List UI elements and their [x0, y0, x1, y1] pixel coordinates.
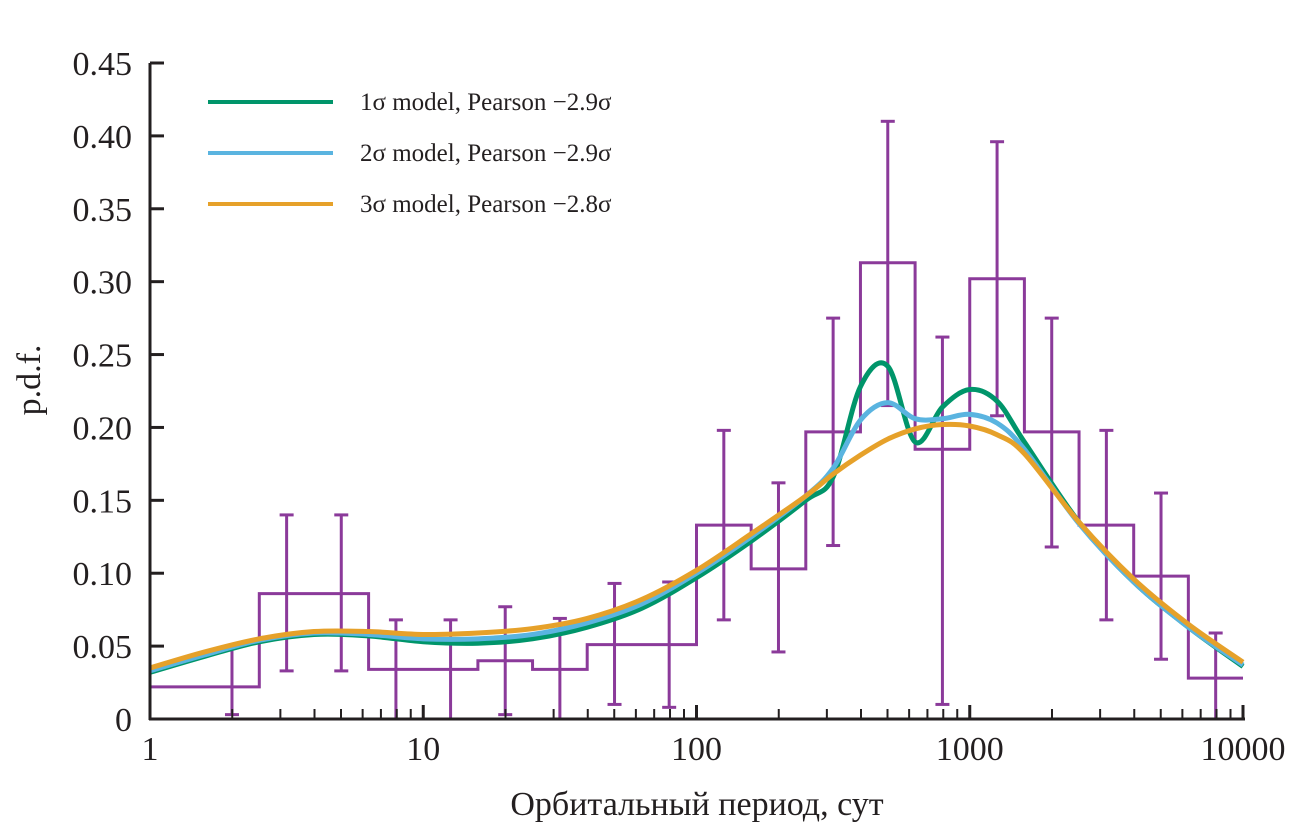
legend-item: 3σ model, Pearson −2.8σ [208, 191, 612, 218]
x-tick-label: 1 [142, 731, 159, 768]
x-tick-label: 10000 [1201, 731, 1286, 768]
y-tick-label: 0.35 [73, 192, 133, 229]
legend-item: 1σ model, Pearson −2.9σ [208, 89, 612, 116]
y-tick-label: 0.25 [73, 338, 133, 375]
error-bar [771, 481, 786, 654]
error-bar [716, 428, 731, 622]
model-curves-layer [149, 360, 1245, 675]
x-tick-label: 10 [406, 731, 440, 768]
x-ticks: 1 10 100 1000 10000 [142, 705, 1286, 768]
y-ticks: 0 0.05 0.10 0.15 0.20 0.25 0.30 0.35 0.40 0.45 [73, 46, 164, 739]
histogram-bin [259, 594, 368, 719]
error-bar [334, 513, 349, 673]
error-bar [1099, 428, 1114, 622]
y-tick-label: 0.40 [73, 119, 133, 156]
legend-item: 2σ model, Pearson −2.9σ [208, 140, 612, 167]
histogram-layer [150, 261, 1243, 719]
y-tick-label: 0.45 [73, 46, 133, 83]
error-bar [607, 581, 622, 706]
x-tick-label: 100 [671, 731, 722, 768]
legend: 1σ model, Pearson −2.9σ 2σ model, Pearson… [208, 89, 612, 218]
legend-label: 2σ model, Pearson −2.9σ [360, 140, 612, 167]
error-bar [990, 140, 1005, 418]
histogram-bin [150, 687, 259, 719]
x-axis-title: Орбитальный период, сут [510, 786, 883, 823]
error-bar [826, 316, 841, 548]
model-curve-3sigma [149, 421, 1245, 671]
y-tick-label: 0.10 [73, 556, 133, 593]
error-bar [1044, 316, 1059, 549]
y-tick-label: 0.30 [73, 265, 133, 302]
histogram-outline [150, 261, 1243, 689]
y-tick-label: 0.05 [73, 629, 133, 666]
x-tick-label: 1000 [936, 731, 1004, 768]
y-tick-label: 0 [115, 702, 132, 739]
histogram-bin [587, 645, 696, 719]
error-bar [279, 513, 294, 673]
y-tick-label: 0.20 [73, 410, 133, 447]
legend-label: 3σ model, Pearson −2.8σ [360, 191, 612, 218]
legend-label: 1σ model, Pearson −2.9σ [360, 89, 612, 116]
error-bar [1154, 491, 1169, 661]
y-axis-title: p.d.f. [11, 345, 48, 416]
error-bar [224, 644, 239, 717]
error-bar [935, 335, 950, 706]
y-tick-label: 0.15 [73, 483, 133, 520]
